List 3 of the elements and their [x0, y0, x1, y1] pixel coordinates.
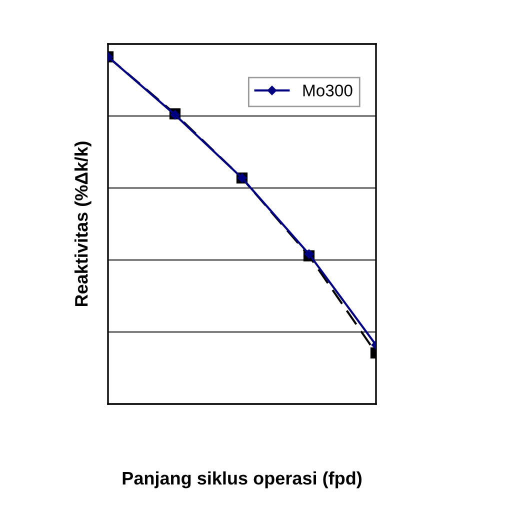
x-axis-title: Panjang siklus operasi (fpd)	[122, 471, 362, 488]
legend-label: Mo300	[303, 84, 352, 96]
y-axis-title: Reaktivitas (%Δk/k)	[74, 142, 92, 306]
